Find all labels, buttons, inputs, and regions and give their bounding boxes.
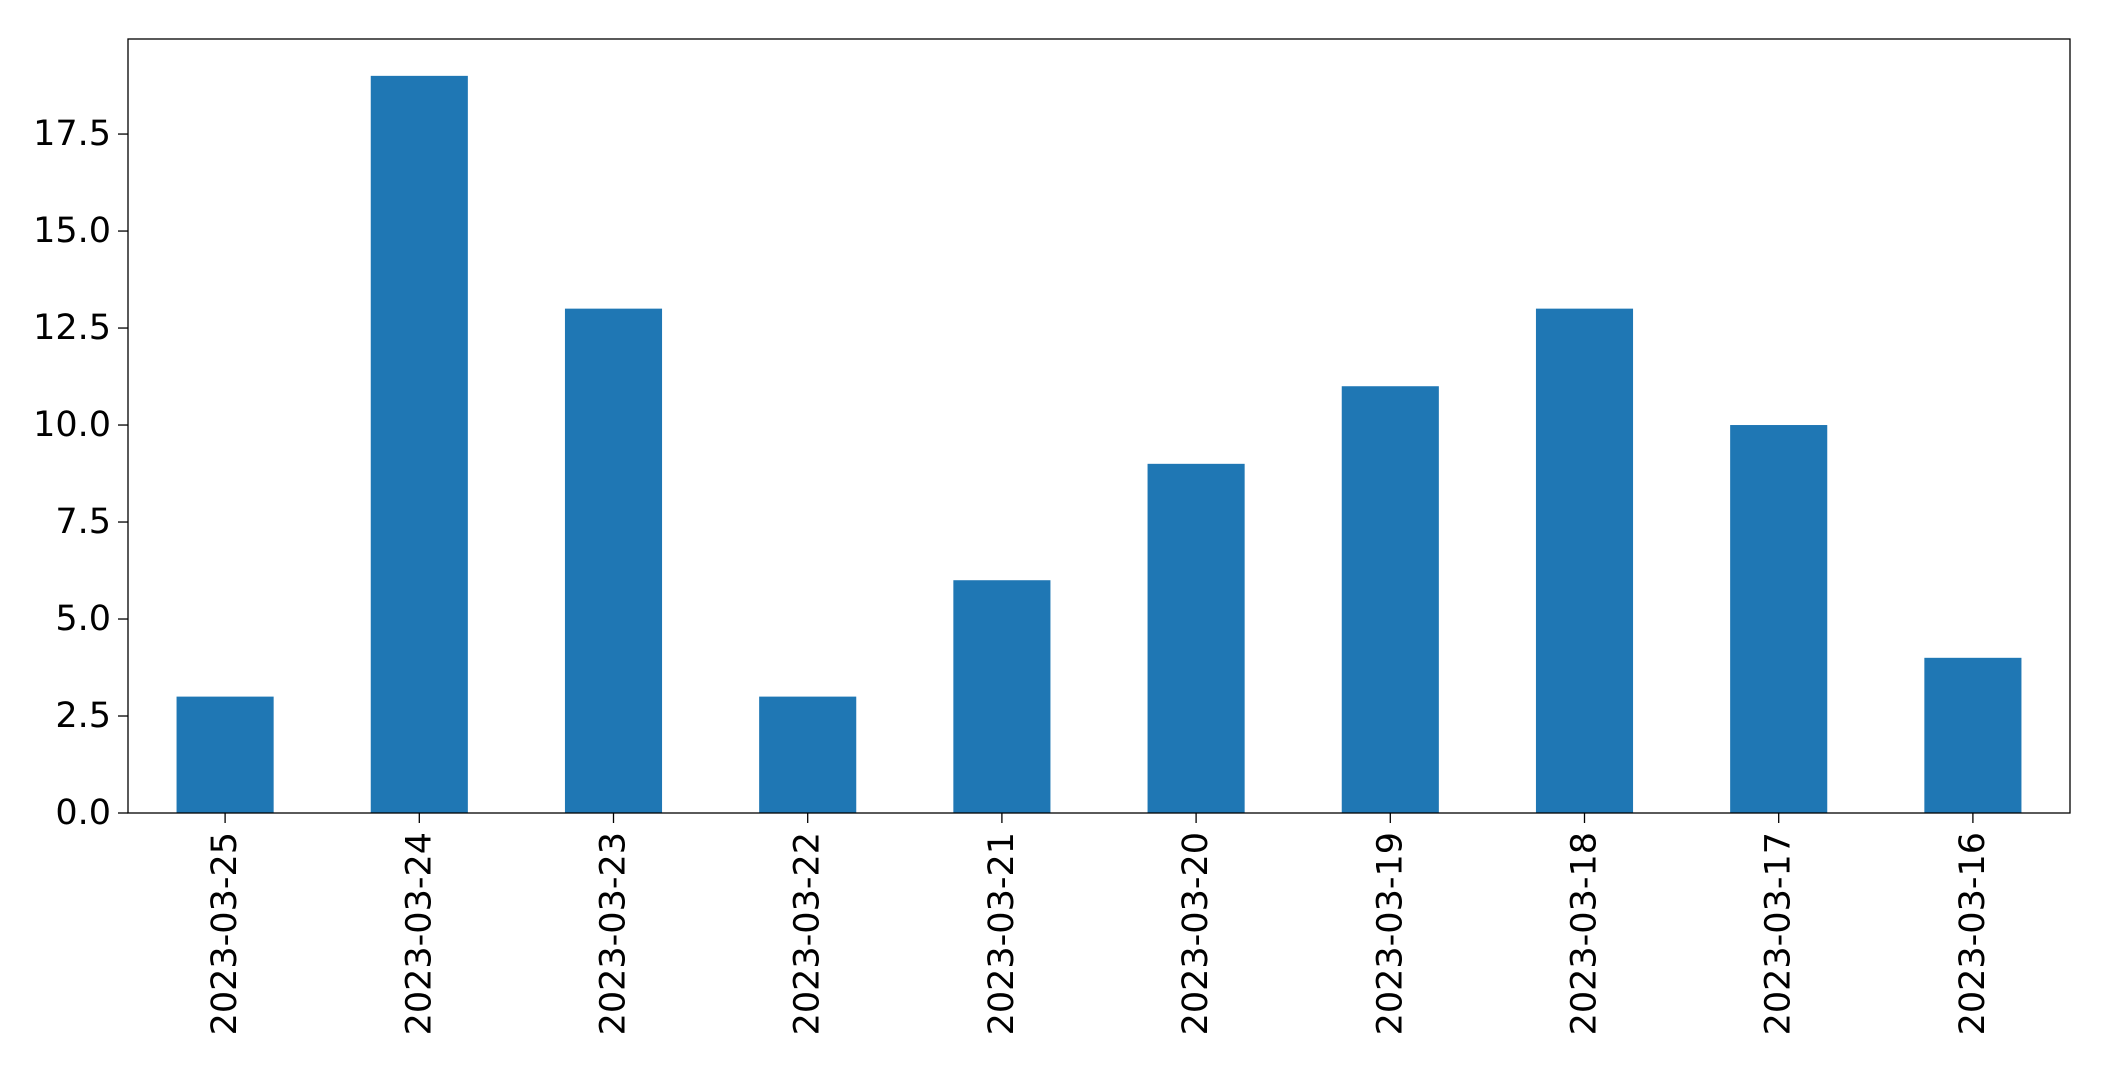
bar-2023-03-21 [953,580,1051,813]
x-tick-label: 2023-03-25 [205,832,245,1035]
x-tick-label: 2023-03-17 [1759,832,1799,1035]
x-tick-label: 2023-03-22 [788,832,828,1035]
y-tick-label: 12.5 [33,308,111,348]
x-tick-label: 2023-03-16 [1953,832,1993,1035]
x-axis: 2023-03-25 2023-03-24 2023-03-23 2023-03-22… [205,813,1993,1035]
y-axis: 0.0 2.5 5.0 7.5 10.0 12.5 15.0 17.5 [33,114,128,833]
bar-2023-03-19 [1341,386,1439,813]
bar-2023-03-24 [370,75,468,814]
x-tick-label: 2023-03-19 [1370,832,1410,1035]
x-tick-label: 2023-03-24 [399,832,439,1035]
y-tick-label: 15.0 [33,211,111,251]
bar-2023-03-17 [1730,425,1828,813]
y-tick-label: 17.5 [33,114,111,154]
bar-2023-03-23 [564,308,663,813]
x-tick-label: 2023-03-20 [1176,832,1216,1035]
bar-2023-03-16 [1924,657,2022,813]
y-tick-label: 5.0 [55,599,111,639]
y-tick-label: 2.5 [55,696,111,736]
bar-2023-03-22 [759,696,857,813]
x-tick-label: 2023-03-21 [982,832,1022,1035]
y-tick-label: 0.0 [55,793,111,833]
plot-frame [127,38,2071,814]
bar-2023-03-25 [176,696,274,813]
bar-2023-03-20 [1147,463,1245,813]
bar-2023-03-18 [1535,308,1634,813]
y-tick-label: 10.0 [33,405,111,445]
y-tick-label: 7.5 [55,502,111,542]
x-tick-label: 2023-03-18 [1565,832,1605,1035]
bars-group [176,75,2022,814]
x-tick-label: 2023-03-23 [594,832,634,1035]
